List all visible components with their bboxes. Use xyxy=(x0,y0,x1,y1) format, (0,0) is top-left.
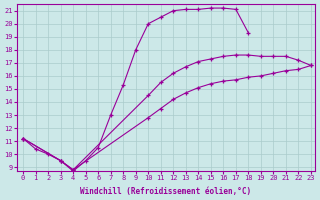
X-axis label: Windchill (Refroidissement éolien,°C): Windchill (Refroidissement éolien,°C) xyxy=(80,187,251,196)
